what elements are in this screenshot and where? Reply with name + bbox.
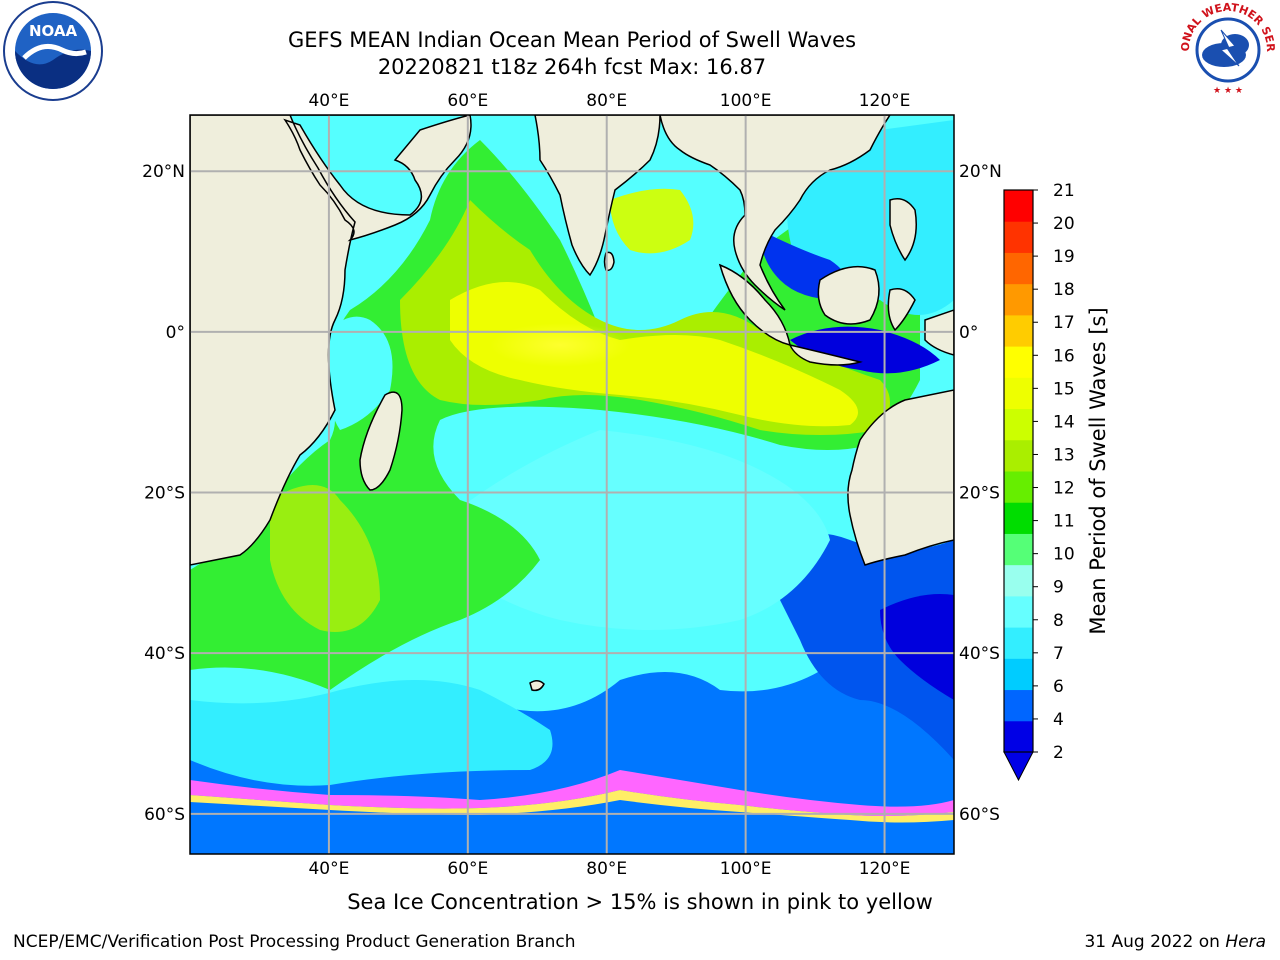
lon-tick-label-top: 60°E (447, 91, 488, 111)
colorbar-segment (1004, 221, 1033, 253)
lat-tick-label-right: 0° (959, 323, 978, 343)
lat-tick-label-right: 20°N (959, 162, 1002, 182)
colorbar-segment (1004, 439, 1033, 472)
colorbar-tick-label: 8 (1053, 611, 1064, 631)
lon-tick-label-top: 120°E (859, 91, 911, 111)
land-java (788, 343, 863, 366)
swell-band-southeast-blue (760, 533, 954, 760)
swell-band-yellow-north (610, 188, 694, 254)
land-africa-arabia (190, 115, 472, 566)
land-borneo (817, 265, 880, 325)
colorbar-tick-label: 12 (1053, 479, 1075, 499)
lat-tick-label-left: 40°S (144, 644, 185, 664)
land-southeast-asia (659, 115, 891, 311)
colorbar-tick-label: 15 (1053, 379, 1075, 399)
colorbar-tick-label: 17 (1053, 313, 1075, 333)
swell-peak-glow (490, 323, 630, 367)
lat-tick-label-left: 0° (166, 323, 185, 343)
lon-tick-label-top: 80°E (586, 91, 627, 111)
swell-band-southeast-deep (880, 594, 954, 700)
colorbar-frame (1003, 189, 1034, 753)
colorbar-segment (1004, 533, 1033, 566)
land-sulawesi (887, 288, 916, 332)
colorbar-segment (1004, 190, 1033, 222)
colorbar-tick-label: 9 (1053, 578, 1064, 598)
colorbar-segment (1004, 595, 1033, 628)
map-frame (189, 114, 955, 855)
map-plot-area (190, 115, 954, 854)
svg-text:★ ★ ★: ★ ★ ★ (1213, 86, 1243, 96)
swell-band-africa-coast (326, 316, 393, 430)
colorbar-tick-label: 13 (1053, 445, 1075, 465)
footer-host: Hera (1225, 932, 1266, 952)
colorbar-segment (1004, 564, 1033, 597)
lat-tick-label-left: 20°N (142, 162, 185, 182)
colorbar-segment (1004, 720, 1033, 753)
colorbar-segment (1004, 689, 1033, 722)
map-title: GEFS MEAN Indian Ocean Mean Period of Sw… (287, 28, 857, 52)
lon-tick-label-bottom: 120°E (859, 859, 911, 879)
colorbar-tick-label: 4 (1053, 710, 1064, 730)
lat-tick-label-right: 60°S (959, 805, 1000, 825)
swell-band-southern-lightblue (190, 680, 553, 786)
noaa-logo-text: NOAA (29, 22, 78, 40)
land-madagascar (359, 391, 403, 491)
colorbar-tick-label: 11 (1053, 512, 1075, 532)
colorbar-tick-label: 2 (1053, 743, 1064, 763)
colorbar-label: Mean Period of Swell Waves [s] (1086, 307, 1110, 635)
lon-tick-label-top: 40°E (308, 91, 349, 111)
colorbar-tick-label: 14 (1053, 412, 1075, 432)
sea-ice-pink (190, 770, 954, 816)
footer-date: 31 Aug 2022 on Hera (1084, 932, 1266, 952)
sea-ice-note: Sea Ice Concentration > 15% is shown in … (347, 890, 933, 914)
footer-date-text: 31 Aug 2022 on (1084, 932, 1226, 952)
lon-tick-label-bottom: 60°E (447, 859, 488, 879)
colorbar-segment (1004, 283, 1033, 316)
land-kerguelen (529, 680, 545, 692)
nws-logo: NATIONAL WEATHER SERVICE ★ ★ ★ (1177, 0, 1277, 97)
colorbar: 2 4 6 7 8 9 10 11 12 13 14 15 16 17 18 19 20 21 (1003, 181, 1075, 782)
lon-tick-label-bottom: 80°E (586, 859, 627, 879)
footer-credit: NCEP/EMC/Verification Post Processing Pr… (13, 932, 576, 952)
colorbar-segment (1004, 658, 1033, 691)
colorbar-tick-label: 19 (1053, 247, 1075, 267)
lat-tick-label-left: 60°S (144, 805, 185, 825)
land-philippines (889, 198, 917, 262)
swell-band-mid-cyan (420, 430, 830, 630)
graticule (190, 115, 954, 854)
colorbar-tick-label: 6 (1053, 677, 1064, 697)
swell-band-yellow (450, 282, 858, 427)
colorbar-segment (1004, 252, 1033, 285)
colorbar-tick-label: 18 (1053, 280, 1075, 300)
colorbar-tick-label: 10 (1053, 545, 1075, 565)
colorbar-extend-min (1003, 751, 1034, 782)
colorbar-segment (1004, 502, 1033, 534)
swell-band-lime-south (270, 485, 380, 632)
colorbar-segment (1004, 408, 1033, 441)
land (190, 115, 954, 692)
colorbar-tick-label: 21 (1053, 181, 1075, 201)
lat-tick-label-right: 40°S (959, 644, 1000, 664)
colorbar-segment (1004, 314, 1033, 347)
noaa-logo: NOAA (3, 1, 103, 101)
land-india (534, 115, 661, 277)
sea-ice-yellow (190, 790, 954, 823)
lat-tick-label-right: 20°S (959, 484, 1000, 504)
axis-tick-labels: 40°E 40°E 60°E 60°E 80°E 80°E 100°E 100°E 120°E 1… (142, 91, 1002, 879)
colorbar-segment (1004, 471, 1033, 503)
colorbar-tick-label: 16 (1053, 346, 1075, 366)
lon-tick-label-top: 100°E (720, 91, 772, 111)
swell-band-southern-blue (190, 560, 954, 854)
colorbar-segment (1004, 627, 1033, 659)
colorbar-tick-label: 20 (1053, 214, 1075, 234)
colorbar-segment (1004, 377, 1033, 410)
lat-tick-label-left: 20°S (144, 484, 185, 504)
colorbar-tick-label: 7 (1053, 644, 1064, 664)
map-subtitle: 20220821 t18z 264h fcst Max: 16.87 (377, 55, 767, 79)
colorbar-segment (1004, 346, 1033, 378)
lon-tick-label-bottom: 100°E (720, 859, 772, 879)
lon-tick-label-bottom: 40°E (308, 859, 349, 879)
